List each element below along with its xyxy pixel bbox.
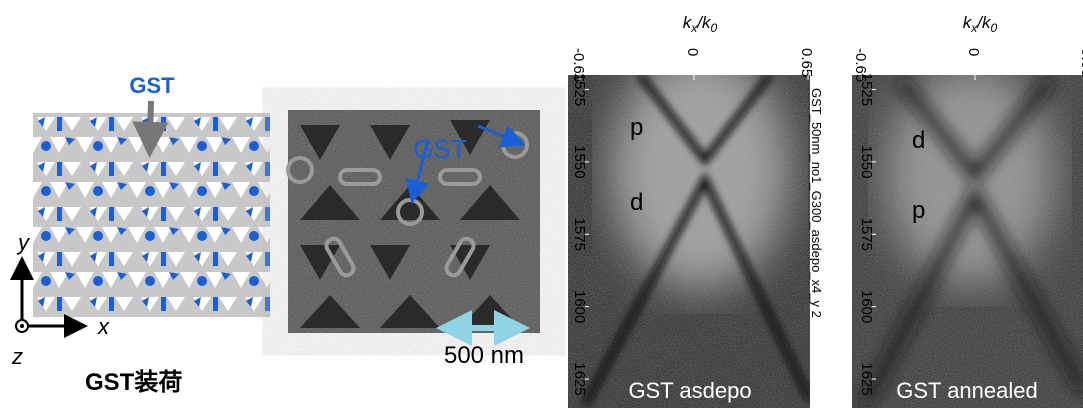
axis-label: x [97, 314, 110, 339]
x-tick-label: 0.65 [1078, 48, 1083, 77]
x-tick-label: 0 [684, 48, 701, 56]
subscript: 0 [991, 21, 998, 35]
band-label: p [630, 114, 643, 141]
x-tick-label: 0.65 [798, 48, 815, 77]
gst-label: GST [413, 134, 467, 164]
figure: GST y x z GST装荷 GST 500 nm [0, 0, 1083, 408]
x-tick-label: 0 [965, 48, 982, 56]
axis-label: z [11, 344, 23, 369]
caption: GST annealed [896, 378, 1037, 403]
gst-label: GST [129, 73, 175, 98]
lattice-schematic [33, 113, 270, 317]
gst-arrow [150, 101, 151, 140]
x-axis-title: kx/k0 [963, 13, 998, 35]
x-axis-title: kx/k0 [683, 13, 718, 35]
band-label: p [912, 197, 925, 224]
caption: GST asdepo [628, 378, 751, 403]
band-label: d [630, 189, 643, 216]
band-image [852, 65, 1083, 408]
axis-label: y [16, 230, 31, 255]
caption: GST装荷 [85, 369, 182, 396]
z-axis-dot [20, 324, 24, 328]
band-label: d [912, 127, 925, 154]
scale-bar-label: 500 nm [444, 342, 524, 369]
side-text: GST_50nm_no1_G300_asdepo_x4_y 2 [809, 88, 824, 318]
band-image [568, 50, 810, 408]
subscript: 0 [711, 21, 718, 35]
